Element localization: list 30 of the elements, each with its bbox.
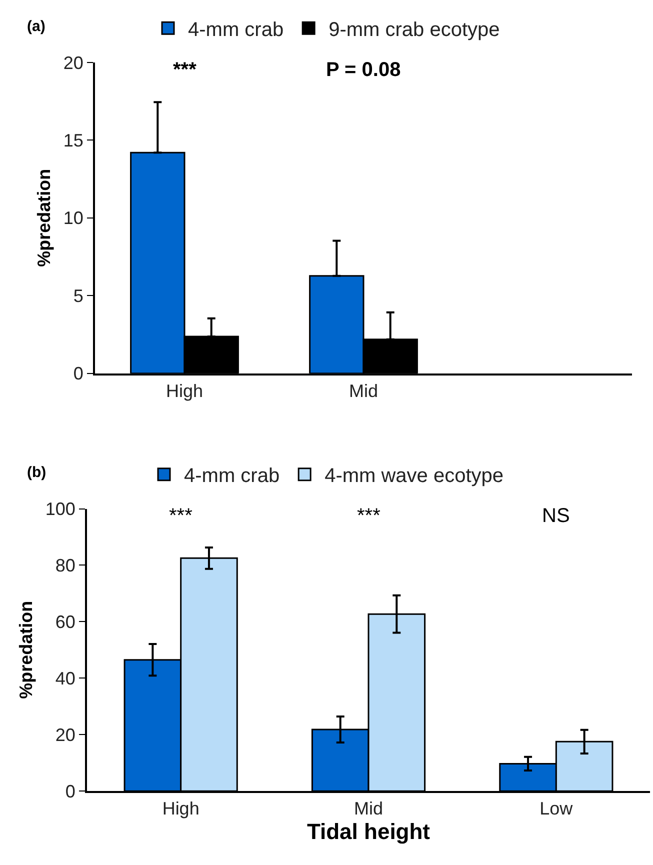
legend-label: 9-mm crab ecotype [328,18,500,41]
legend-label: 4-mm crab [184,465,280,488]
annotation: *** [169,505,193,527]
text: (b) [27,464,46,481]
y-axis-title: %predation [34,168,54,267]
x-tick-label: Low [540,798,574,819]
x-tick-label: Mid [348,380,378,401]
annotation: P = 0.08 [326,59,401,81]
y-tick-label: 20 [55,724,76,745]
y-tick-label: 20 [63,52,84,73]
legend-label: 4-mm wave ecotype [324,465,504,488]
y-axis-title: %predation [16,600,36,699]
y-tick-label: 40 [55,668,76,688]
y-tick-label: 100 [45,499,76,520]
annotation: NS [542,505,570,527]
text: (a) [27,18,46,35]
y-tick-label: 0 [73,364,84,384]
annotation: *** [357,505,381,527]
y-tick-label: 5 [73,286,84,306]
x-tick-label: High [162,798,200,819]
y-tick-label: 0 [65,781,76,802]
x-axis-title: Tidal height [306,819,431,844]
y-tick-label: 60 [55,612,76,632]
x-tick-label: Mid [354,798,384,819]
legend-label: 4-mm crab [188,18,284,41]
y-tick-label: 10 [63,208,84,228]
x-tick-label: High [166,380,204,401]
annotation: *** [173,59,197,81]
y-tick-label: 15 [63,130,84,150]
y-tick-label: 80 [55,556,76,576]
